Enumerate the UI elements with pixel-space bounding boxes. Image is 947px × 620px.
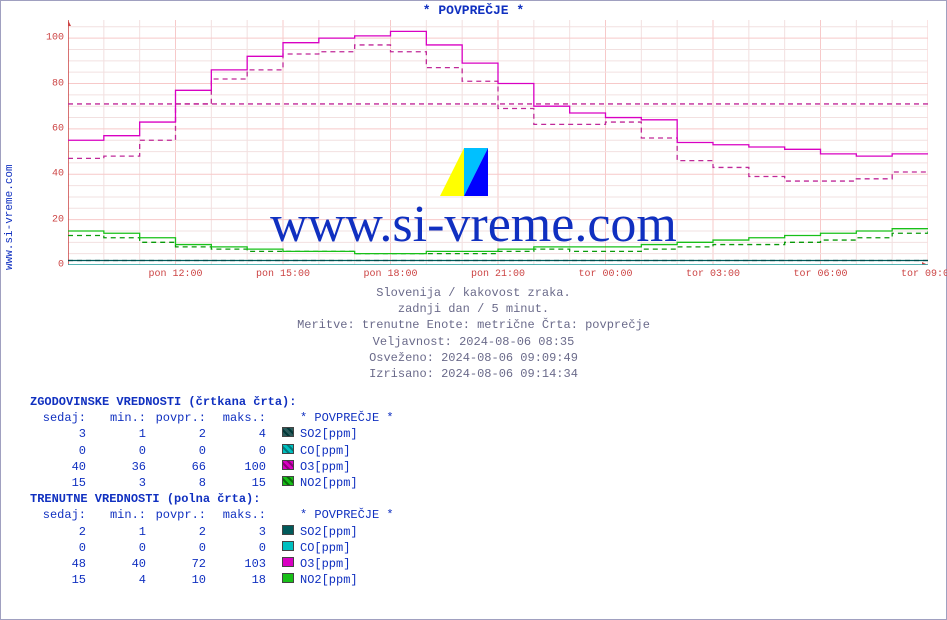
x-tick-label: pon 12:00 bbox=[148, 269, 202, 280]
legend-value: 1 bbox=[90, 426, 150, 442]
legend-value: 103 bbox=[210, 556, 270, 572]
x-tick-label: tor 03:00 bbox=[686, 269, 740, 280]
legend-swatch bbox=[282, 476, 294, 486]
legend-value: 3 bbox=[90, 475, 150, 491]
legend-col-header: maks.: bbox=[210, 507, 270, 523]
legend-row: 0000CO[ppm] bbox=[30, 540, 398, 556]
x-tick-label: pon 15:00 bbox=[256, 269, 310, 280]
legend-value: 40 bbox=[90, 556, 150, 572]
legend-col-header: povpr.: bbox=[150, 410, 210, 426]
legend-series-name: NO2[ppm] bbox=[296, 572, 398, 588]
legend-row: 3124 SO2[ppm] bbox=[30, 426, 398, 442]
legend-value: 72 bbox=[150, 556, 210, 572]
legend-row: 484072103 O3[ppm] bbox=[30, 556, 398, 572]
legend-value: 8 bbox=[150, 475, 210, 491]
legend-value: 0 bbox=[150, 443, 210, 459]
legend-row: 153815NO2[ppm] bbox=[30, 475, 398, 491]
legend-series-name: O3[ppm] bbox=[296, 459, 398, 475]
legend-row: 2123SO2[ppm] bbox=[30, 524, 398, 540]
legend-swatch bbox=[282, 444, 294, 454]
legend-cur-header: TRENUTNE VREDNOSTI (polna črta): bbox=[30, 491, 398, 507]
legend-value: 15 bbox=[210, 475, 270, 491]
legend-block: ZGODOVINSKE VREDNOSTI (črtkana črta): se… bbox=[30, 394, 398, 588]
legend-col-header: maks.: bbox=[210, 410, 270, 426]
legend-value: 0 bbox=[90, 443, 150, 459]
legend-col-header: sedaj: bbox=[30, 507, 90, 523]
watermark-logo bbox=[440, 148, 488, 196]
legend-value: 10 bbox=[150, 572, 210, 588]
legend-value: 0 bbox=[30, 443, 90, 459]
legend-value: 1 bbox=[90, 524, 150, 540]
legend-series-name: CO[ppm] bbox=[296, 540, 398, 556]
legend-swatch bbox=[282, 460, 294, 470]
legend-col-header: sedaj: bbox=[30, 410, 90, 426]
caption-block: Slovenija / kakovost zraka. zadnji dan /… bbox=[0, 285, 947, 382]
legend-col-header: povpr.: bbox=[150, 507, 210, 523]
chart-title: * POVPREČJE * bbox=[0, 3, 947, 18]
legend-value: 3 bbox=[210, 524, 270, 540]
y-tick-label: 80 bbox=[34, 78, 64, 89]
legend-value: 36 bbox=[90, 459, 150, 475]
legend-value: 15 bbox=[30, 572, 90, 588]
legend-series-header: * POVPREČJE * bbox=[296, 507, 398, 523]
legend-value: 4 bbox=[210, 426, 270, 442]
legend-value: 66 bbox=[150, 459, 210, 475]
legend-value: 100 bbox=[210, 459, 270, 475]
caption-line: Izrisano: 2024-08-06 09:14:34 bbox=[0, 366, 947, 382]
legend-series-name: NO2[ppm] bbox=[296, 475, 398, 491]
caption-line: Meritve: trenutne Enote: metrične Črta: … bbox=[0, 317, 947, 333]
x-tick-label: pon 18:00 bbox=[363, 269, 417, 280]
chart-svg bbox=[68, 20, 928, 265]
legend-value: 48 bbox=[30, 556, 90, 572]
legend-value: 0 bbox=[150, 540, 210, 556]
legend-value: 0 bbox=[30, 540, 90, 556]
legend-value: 2 bbox=[30, 524, 90, 540]
legend-swatch bbox=[282, 427, 294, 437]
legend-value: 18 bbox=[210, 572, 270, 588]
legend-value: 4 bbox=[90, 572, 150, 588]
legend-col-header: min.: bbox=[90, 410, 150, 426]
legend-value: 3 bbox=[30, 426, 90, 442]
y-tick-label: 40 bbox=[34, 169, 64, 180]
legend-series-name: SO2[ppm] bbox=[296, 426, 398, 442]
legend-col-header: min.: bbox=[90, 507, 150, 523]
legend-value: 0 bbox=[90, 540, 150, 556]
legend-series-header: * POVPREČJE * bbox=[296, 410, 398, 426]
caption-line: zadnji dan / 5 minut. bbox=[0, 301, 947, 317]
y-tick-label: 20 bbox=[34, 214, 64, 225]
x-tick-label: tor 09:00 bbox=[901, 269, 947, 280]
site-label-text: www.si-vreme.com bbox=[4, 140, 16, 270]
legend-row: 0000CO[ppm] bbox=[30, 443, 398, 459]
legend-value: 40 bbox=[30, 459, 90, 475]
legend-value: 15 bbox=[30, 475, 90, 491]
legend-value: 0 bbox=[210, 443, 270, 459]
legend-series-name: SO2[ppm] bbox=[296, 524, 398, 540]
y-tick-label: 0 bbox=[34, 260, 64, 271]
caption-line: Slovenija / kakovost zraka. bbox=[0, 285, 947, 301]
site-label-vertical: www.si-vreme.com bbox=[4, 140, 18, 270]
legend-hist-table: sedaj:min.:povpr.:maks.:* POVPREČJE *312… bbox=[30, 410, 398, 491]
legend-value: 2 bbox=[150, 524, 210, 540]
y-tick-label: 60 bbox=[34, 123, 64, 134]
legend-swatch bbox=[282, 525, 294, 535]
legend-series-name: O3[ppm] bbox=[296, 556, 398, 572]
legend-swatch bbox=[282, 573, 294, 583]
x-tick-label: pon 21:00 bbox=[471, 269, 525, 280]
legend-row: 1541018 NO2[ppm] bbox=[30, 572, 398, 588]
legend-cur-table: sedaj:min.:povpr.:maks.: * POVPREČJE * 212… bbox=[30, 507, 398, 588]
caption-line: Veljavnost: 2024-08-06 08:35 bbox=[0, 334, 947, 350]
caption-line: Osveženo: 2024-08-06 09:09:49 bbox=[0, 350, 947, 366]
legend-swatch bbox=[282, 557, 294, 567]
legend-series-name: CO[ppm] bbox=[296, 443, 398, 459]
x-tick-label: tor 00:00 bbox=[578, 269, 632, 280]
y-tick-label: 100 bbox=[34, 33, 64, 44]
legend-value: 0 bbox=[210, 540, 270, 556]
chart-area bbox=[68, 20, 928, 265]
legend-hist-header: ZGODOVINSKE VREDNOSTI (črtkana črta): bbox=[30, 394, 398, 410]
legend-swatch bbox=[282, 541, 294, 551]
x-tick-label: tor 06:00 bbox=[793, 269, 847, 280]
legend-row: 403666100 O3[ppm] bbox=[30, 459, 398, 475]
legend-value: 2 bbox=[150, 426, 210, 442]
